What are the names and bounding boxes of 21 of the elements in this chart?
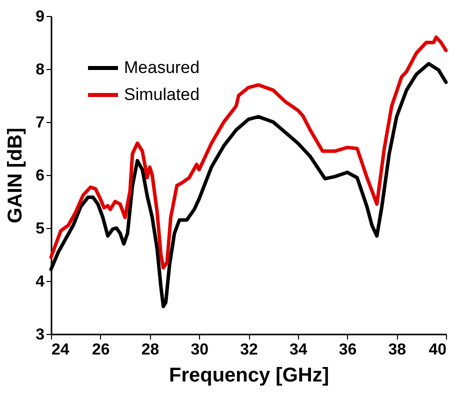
x-tick-label: 30 <box>190 342 209 358</box>
y-tick-label: 5 <box>36 220 45 238</box>
x-tick-label: 38 <box>388 342 406 358</box>
y-tick-label: 6 <box>36 168 45 184</box>
y-tick-label: 9 <box>36 8 45 26</box>
x-tick-label: 36 <box>338 342 357 358</box>
y-axis-title: GAIN [dB] <box>4 128 27 224</box>
legend-label: Measured <box>124 58 200 77</box>
y-tick-label: 4 <box>36 274 45 290</box>
legend-label: Simulated <box>124 85 200 104</box>
x-axis-title: Frequency [GHz] <box>168 364 330 386</box>
x-tick-label: 32 <box>240 342 258 358</box>
line-series <box>49 35 448 270</box>
x-tick-label: 26 <box>92 342 110 358</box>
y-tick-label: 7 <box>36 114 45 132</box>
y-tick-label: 3 <box>36 326 45 344</box>
x-tick-label: 24 <box>52 342 70 358</box>
x-tick-label: 34 <box>289 342 308 358</box>
x-tick-label: 28 <box>141 342 160 358</box>
x-tick-label: 40 <box>428 342 447 358</box>
y-tick-label: 8 <box>36 62 45 78</box>
